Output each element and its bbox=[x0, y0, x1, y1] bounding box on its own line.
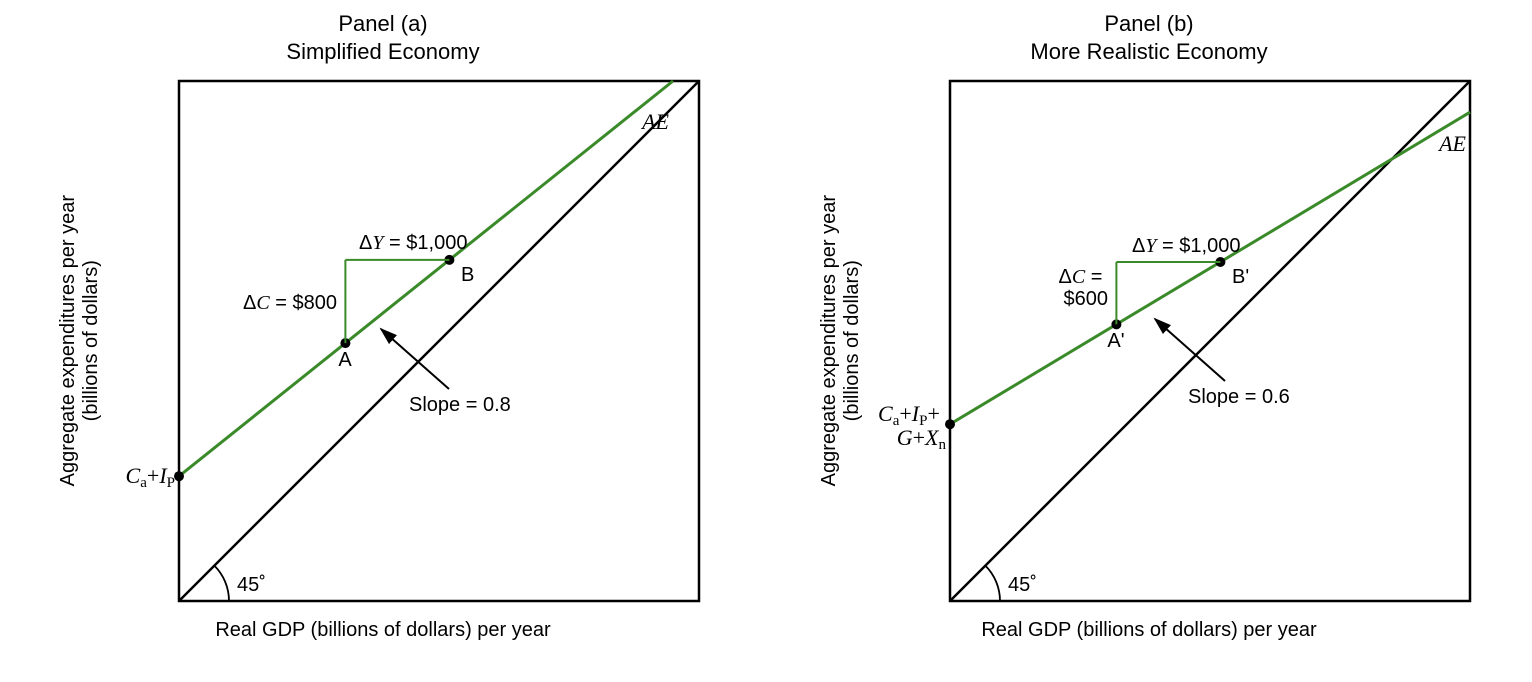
panel-a-chart: Ca+IP 45˚ A B bbox=[109, 71, 709, 611]
panel-a-title-line2: Simplified Economy bbox=[286, 39, 479, 64]
panel-b-ae-label: AE bbox=[1437, 131, 1466, 156]
panel-a-title-line1: Panel (a) bbox=[338, 11, 427, 36]
panel-a-45-label: 45˚ bbox=[237, 574, 266, 596]
panel-b-slope-label: Slope = 0.6 bbox=[1188, 386, 1290, 408]
panel-a-ae-label: AE bbox=[640, 109, 669, 134]
panel-a-intercept-point bbox=[174, 471, 184, 481]
panel-a-point-b-label: B bbox=[461, 264, 474, 286]
panel-b-chart: Ca+IP+ G+Xn 45˚ A' B' bbox=[870, 71, 1480, 611]
panel-a-ae-line bbox=[179, 81, 673, 476]
panel-a-45-arc bbox=[214, 566, 229, 601]
panel-b-slope-arrow bbox=[1155, 319, 1225, 381]
panel-a-slope-label: Slope = 0.8 bbox=[409, 394, 511, 416]
panel-b-ylabel-line1: Aggregate expenditures per year bbox=[818, 195, 840, 486]
panel-a-xlabel: Real GDP (billions of dollars) per year bbox=[215, 619, 550, 642]
panel-a-slope-arrow bbox=[381, 329, 449, 389]
panel-a: Panel (a) Simplified Economy Aggregate e… bbox=[20, 10, 746, 642]
panel-b-title-line2: More Realistic Economy bbox=[1030, 39, 1267, 64]
panel-a-dc-label: ΔC = $800 bbox=[243, 292, 337, 314]
panel-b-point-a-label: A' bbox=[1107, 330, 1124, 352]
panel-b-45-label: 45˚ bbox=[1008, 574, 1037, 596]
panel-b-title-line1: Panel (b) bbox=[1104, 11, 1193, 36]
panel-b-ylabel: Aggregate expenditures per year (billion… bbox=[818, 195, 864, 486]
panel-b-45-arc bbox=[985, 566, 1000, 601]
panel-b-dy-label: ΔY = $1,000 bbox=[1132, 235, 1240, 257]
panel-a-ylabel: Aggregate expenditures per year (billion… bbox=[57, 195, 103, 486]
panel-a-point-a-label: A bbox=[338, 349, 352, 371]
panel-b-ae-line bbox=[950, 112, 1470, 424]
panel-b-dc-label: ΔC = $600 bbox=[1058, 266, 1108, 310]
panel-b-ylabel-line2: (billions of dollars) bbox=[841, 260, 863, 421]
panel-b-title: Panel (b) More Realistic Economy bbox=[1030, 10, 1267, 65]
panel-b: Panel (b) More Realistic Economy Aggrega… bbox=[786, 10, 1512, 642]
panel-b-intercept-point bbox=[945, 419, 955, 429]
panel-a-dy-label: ΔY = $1,000 bbox=[359, 232, 467, 254]
panel-a-ylabel-line2: (billions of dollars) bbox=[80, 260, 102, 421]
panel-b-intercept-label: Ca+IP+ G+Xn bbox=[878, 401, 947, 453]
panel-b-xlabel: Real GDP (billions of dollars) per year bbox=[981, 619, 1316, 642]
panel-a-ylabel-line1: Aggregate expenditures per year bbox=[57, 195, 79, 486]
panel-a-title: Panel (a) Simplified Economy bbox=[286, 10, 479, 65]
panel-a-intercept-label: Ca+IP bbox=[126, 463, 175, 491]
panel-b-point-b-label: B' bbox=[1232, 266, 1249, 288]
panel-a-45-line bbox=[179, 81, 699, 601]
figure: Panel (a) Simplified Economy Aggregate e… bbox=[0, 0, 1532, 652]
